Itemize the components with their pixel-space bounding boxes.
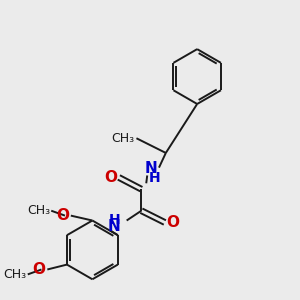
Text: CH₃: CH₃ — [4, 268, 27, 281]
Text: N: N — [145, 161, 158, 176]
Text: O: O — [56, 208, 69, 223]
Text: CH₃: CH₃ — [27, 204, 50, 217]
Text: O: O — [166, 215, 179, 230]
Text: N: N — [107, 219, 120, 234]
Text: O: O — [32, 262, 45, 277]
Text: CH₃: CH₃ — [111, 132, 134, 145]
Text: H: H — [149, 171, 161, 185]
Text: H: H — [109, 212, 121, 226]
Text: O: O — [104, 170, 118, 185]
